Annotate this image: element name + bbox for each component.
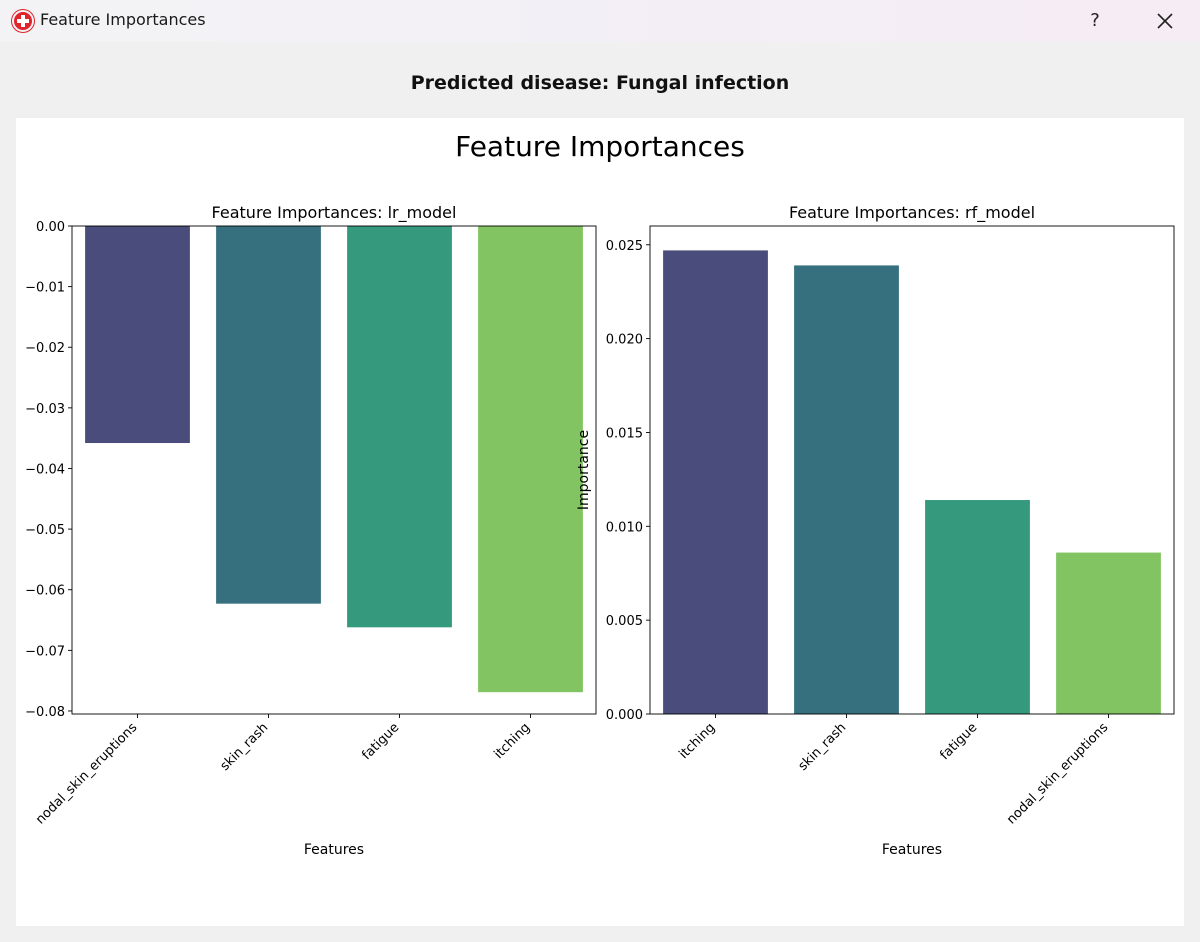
lr-bar-nodal_skin_eruptions	[85, 226, 190, 444]
rf-xtick-label: skin_rash	[796, 720, 850, 774]
rf-ytick-label: 0.025	[606, 239, 643, 254]
rf-chart: Feature Importances: rf_model 0.000 0.005 0…	[576, 203, 1175, 858]
rf-bar-itching	[663, 250, 768, 714]
rf-ylabel: Importance	[576, 430, 592, 510]
close-icon	[1157, 13, 1173, 29]
rf-chart-title: Feature Importances: rf_model	[789, 203, 1035, 223]
lr-bar-itching	[478, 226, 583, 693]
lr-xtick-label: nodal_skin_eruptions	[33, 720, 140, 827]
rf-ytick-label: 0.020	[606, 333, 643, 348]
lr-ytick-label: −0.01	[25, 281, 65, 296]
help-button[interactable]: ?	[1090, 10, 1100, 31]
lr-axes-frame	[71, 225, 597, 715]
lr-ytick-label: −0.02	[25, 341, 65, 356]
rf-axes-frame	[649, 225, 1175, 715]
lr-ytick-label: −0.08	[25, 705, 65, 720]
lr-xtick-label: itching	[491, 720, 533, 762]
figure-canvas: Feature Importances Feature Importances:…	[16, 118, 1184, 926]
figure-suptitle: Feature Importances	[455, 130, 745, 163]
lr-xtick-label: fatigue	[359, 720, 402, 763]
lr-ytick-label: −0.04	[25, 462, 65, 477]
rf-xtick-label: nodal_skin_eruptions	[1004, 720, 1111, 827]
rf-xlabel: Features	[882, 842, 942, 858]
rf-bar-fatigue	[925, 500, 1030, 714]
lr-xtick-label: skin_rash	[218, 720, 272, 774]
window-title: Feature Importances	[40, 10, 206, 29]
lr-chart: Feature Importances: lr_model 0.00 −0.01 −0…	[25, 203, 597, 858]
rf-ytick-label: 0.000	[606, 708, 643, 723]
lr-xlabel: Features	[304, 842, 364, 858]
title-bar: Feature Importances ?	[0, 0, 1200, 42]
lr-ytick-label: −0.03	[25, 402, 65, 417]
predicted-disease-heading: Predicted disease: Fungal infection	[410, 72, 790, 94]
rf-ytick-label: 0.005	[606, 614, 643, 629]
rf-bar-nodal_skin_eruptions	[1056, 552, 1161, 714]
close-button[interactable]	[1150, 6, 1180, 36]
rf-ytick-label: 0.015	[606, 426, 643, 441]
figure-svg: Feature Importances Feature Importances:…	[25, 130, 1175, 858]
lr-ytick-label: −0.07	[25, 644, 65, 659]
rf-xtick-label: fatigue	[937, 720, 980, 763]
rf-bar-skin_rash	[794, 265, 899, 714]
lr-bar-skin_rash	[216, 226, 321, 604]
lr-ytick-label: 0.00	[36, 220, 65, 235]
lr-bar-fatigue	[347, 226, 452, 628]
rf-ytick-label: 0.010	[606, 520, 643, 535]
lr-ytick-label: −0.06	[25, 584, 65, 599]
app-cross-icon	[12, 10, 34, 32]
rf-xtick-label: itching	[676, 720, 718, 762]
lr-ytick-label: −0.05	[25, 523, 65, 538]
lr-chart-title: Feature Importances: lr_model	[212, 203, 457, 223]
